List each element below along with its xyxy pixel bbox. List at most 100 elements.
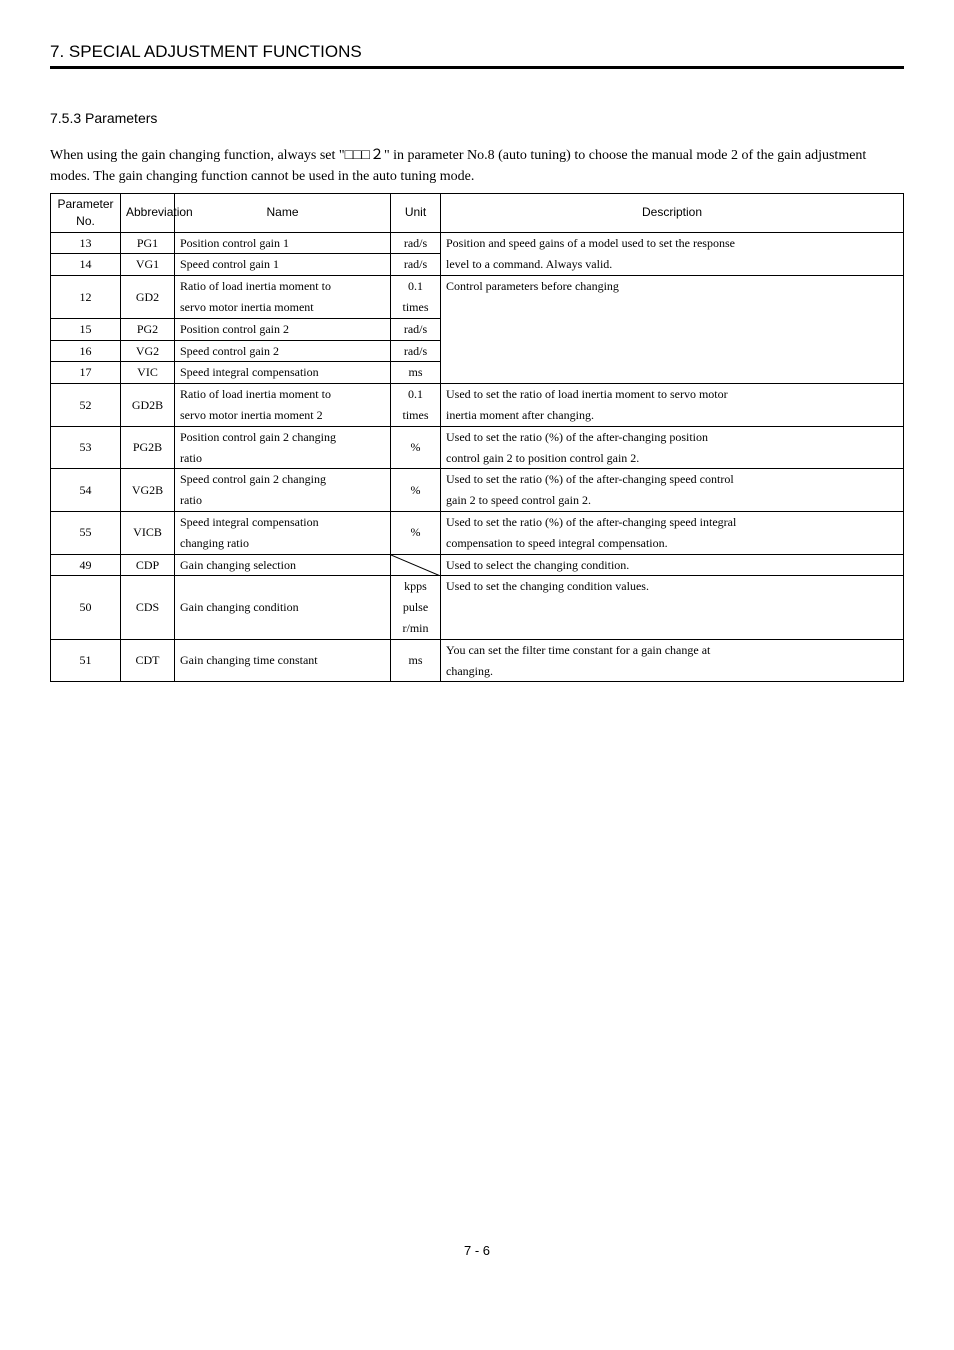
cell-abbr: PG2B xyxy=(121,426,175,469)
cell-no: 50 xyxy=(51,576,121,639)
cell-no: 49 xyxy=(51,554,121,576)
cell-desc: Used to select the changing condition. xyxy=(441,554,904,576)
cell-name: changing ratio xyxy=(175,533,391,554)
cell-desc: gain 2 to speed control gain 2. xyxy=(441,490,904,511)
cell-unit: rad/s xyxy=(391,340,441,362)
table-row: 52 GD2B Ratio of load inertia moment to … xyxy=(51,384,904,405)
cell-no: 52 xyxy=(51,384,121,427)
table-row: 54 VG2B Speed control gain 2 changing % … xyxy=(51,469,904,490)
cell-desc: Used to set the ratio of load inertia mo… xyxy=(441,384,904,405)
table-row: 53 PG2B Position control gain 2 changing… xyxy=(51,426,904,447)
table-row: 13 PG1 Position control gain 1 rad/s Pos… xyxy=(51,232,904,254)
cell-unit: % xyxy=(391,511,441,554)
cell-abbr: PG2 xyxy=(121,318,175,340)
cell-abbr: GD2B xyxy=(121,384,175,427)
cell-desc: You can set the filter time constant for… xyxy=(441,639,904,660)
cell-no: 55 xyxy=(51,511,121,554)
table-row: 55 VICB Speed integral compensation % Us… xyxy=(51,511,904,532)
header-unit: Unit xyxy=(391,193,441,232)
cell-name: Ratio of load inertia moment to xyxy=(175,384,391,405)
header-name: Name xyxy=(175,193,391,232)
cell-name: Position control gain 2 changing xyxy=(175,426,391,447)
header-desc: Description xyxy=(441,193,904,232)
cell-name: Gain changing selection xyxy=(175,554,391,576)
cell-desc: Control parameters before changing xyxy=(441,276,904,384)
cell-name: Ratio of load inertia moment to xyxy=(175,276,391,297)
cell-desc: inertia moment after changing. xyxy=(441,405,904,426)
cell-unit: 0.1 xyxy=(391,384,441,405)
parameters-table: Parameter No. Abbreviation Name Unit Des… xyxy=(50,193,904,682)
cell-unit: times xyxy=(391,297,441,318)
body-text: When using the gain changing function, a… xyxy=(50,146,904,187)
header-abbr: Abbreviation xyxy=(121,193,175,232)
cell-name: Gain changing condition xyxy=(175,576,391,639)
cell-abbr: VICB xyxy=(121,511,175,554)
cell-no: 53 xyxy=(51,426,121,469)
cell-abbr: VG1 xyxy=(121,254,175,276)
cell-unit: ms xyxy=(391,362,441,384)
cell-unit: rad/s xyxy=(391,318,441,340)
cell-desc: control gain 2 to position control gain … xyxy=(441,448,904,469)
cell-unit: 0.1 xyxy=(391,276,441,297)
cell-no: 12 xyxy=(51,276,121,319)
cell-abbr: CDP xyxy=(121,554,175,576)
cell-abbr: VG2B xyxy=(121,469,175,512)
table-row: 51 CDT Gain changing time constant ms Yo… xyxy=(51,639,904,660)
cell-unit: rad/s xyxy=(391,232,441,254)
table-row: ratio control gain 2 to position control… xyxy=(51,448,904,469)
cell-unit-diagonal xyxy=(391,554,441,576)
table-row: 50 CDS Gain changing condition kpps Used… xyxy=(51,576,904,597)
table-row: 12 GD2 Ratio of load inertia moment to 0… xyxy=(51,276,904,297)
cell-unit: pulse xyxy=(391,597,441,618)
cell-desc: compensation to speed integral compensat… xyxy=(441,533,904,554)
cell-unit: times xyxy=(391,405,441,426)
cell-abbr: CDS xyxy=(121,576,175,639)
cell-unit: % xyxy=(391,426,441,469)
cell-unit: kpps xyxy=(391,576,441,597)
cell-abbr: PG1 xyxy=(121,232,175,254)
section-title: 7. SPECIAL ADJUSTMENT FUNCTIONS xyxy=(50,40,904,69)
header-param: Parameter No. xyxy=(51,193,121,232)
cell-name: Position control gain 2 xyxy=(175,318,391,340)
table-row: servo motor inertia moment 2 times inert… xyxy=(51,405,904,426)
cell-no: 54 xyxy=(51,469,121,512)
table-header-row: Parameter No. Abbreviation Name Unit Des… xyxy=(51,193,904,232)
cell-no: 14 xyxy=(51,254,121,276)
table-row: 14 VG1 Speed control gain 1 rad/s level … xyxy=(51,254,904,276)
cell-desc: Used to set the ratio (%) of the after-c… xyxy=(441,426,904,447)
cell-name: ratio xyxy=(175,490,391,511)
cell-abbr: VIC xyxy=(121,362,175,384)
cell-name: ratio xyxy=(175,448,391,469)
cell-no: 15 xyxy=(51,318,121,340)
table-row: changing ratio compensation to speed int… xyxy=(51,533,904,554)
table-row: 49 CDP Gain changing selection Used to s… xyxy=(51,554,904,576)
cell-name: servo motor inertia moment xyxy=(175,297,391,318)
cell-name: Speed integral compensation xyxy=(175,362,391,384)
cell-name: Position control gain 1 xyxy=(175,232,391,254)
cell-desc: changing. xyxy=(441,661,904,682)
cell-no: 17 xyxy=(51,362,121,384)
cell-unit: r/min xyxy=(391,618,441,639)
cell-abbr: GD2 xyxy=(121,276,175,319)
cell-desc: Used to set the ratio (%) of the after-c… xyxy=(441,511,904,532)
cell-unit: ms xyxy=(391,639,441,682)
cell-no: 13 xyxy=(51,232,121,254)
cell-abbr: CDT xyxy=(121,639,175,682)
cell-name: Speed integral compensation xyxy=(175,511,391,532)
cell-no: 16 xyxy=(51,340,121,362)
cell-desc: Used to set the ratio (%) of the after-c… xyxy=(441,469,904,490)
cell-no: 51 xyxy=(51,639,121,682)
cell-unit: % xyxy=(391,469,441,512)
cell-name: servo motor inertia moment 2 xyxy=(175,405,391,426)
cell-abbr: VG2 xyxy=(121,340,175,362)
cell-unit: rad/s xyxy=(391,254,441,276)
subsection-title: 7.5.3 Parameters xyxy=(50,109,904,129)
cell-name: Gain changing time constant xyxy=(175,639,391,682)
cell-desc: Used to set the changing condition value… xyxy=(441,576,904,639)
cell-name: Speed control gain 2 xyxy=(175,340,391,362)
table-row: ratio gain 2 to speed control gain 2. xyxy=(51,490,904,511)
cell-desc: level to a command. Always valid. xyxy=(441,254,904,276)
cell-name: Speed control gain 1 xyxy=(175,254,391,276)
page-number: 7 - 6 xyxy=(50,1242,904,1260)
cell-desc: Position and speed gains of a model used… xyxy=(441,232,904,254)
